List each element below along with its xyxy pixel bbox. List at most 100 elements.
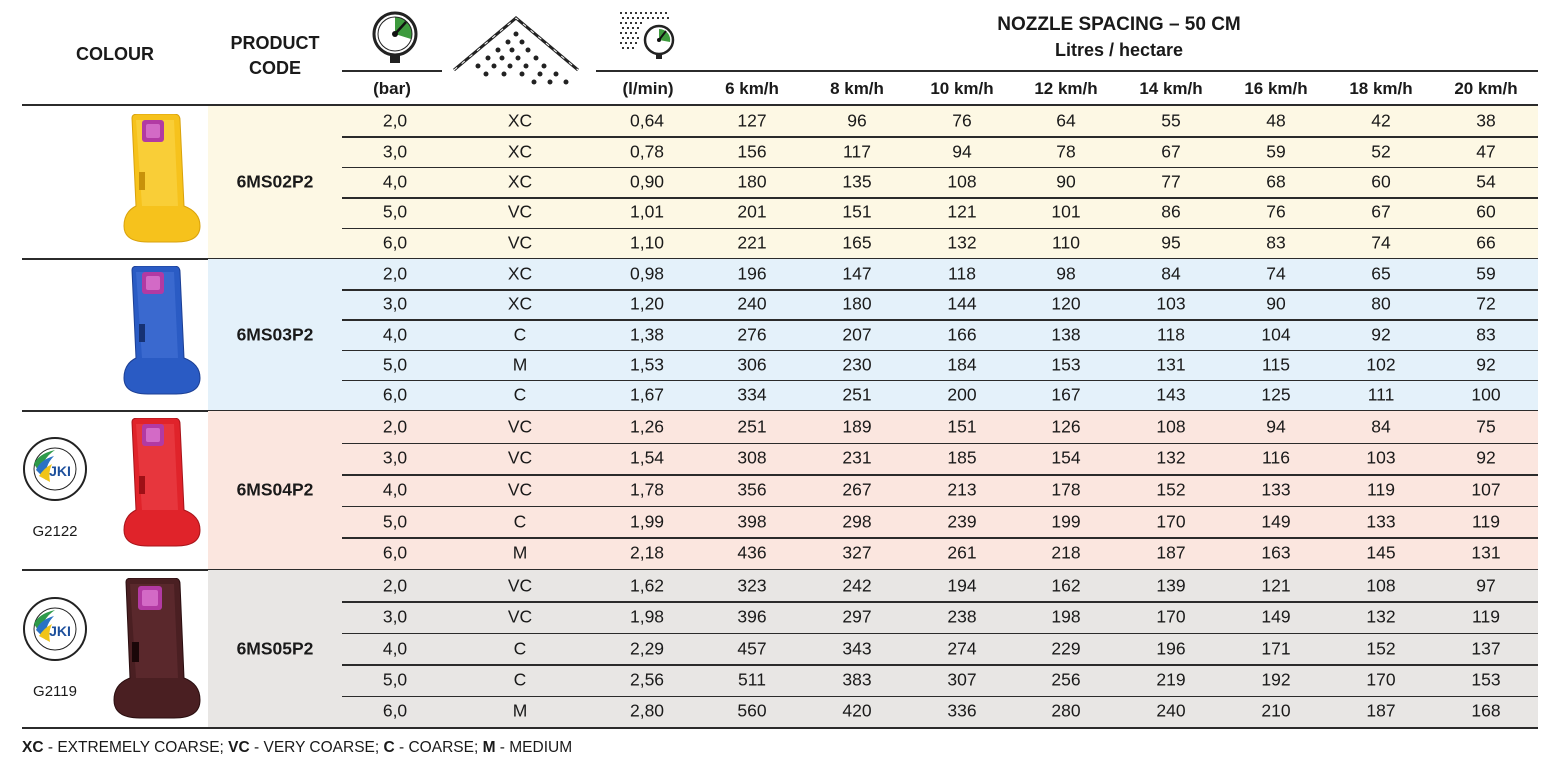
product-code: 6MS03P2 (236, 324, 314, 344)
group-divider (22, 410, 1538, 412)
flow-rate-cell: 1,99 (629, 511, 665, 532)
pressure-cell: 5,0 (382, 201, 408, 222)
flow-rate-cell: 1,26 (629, 416, 665, 437)
application-rate-cell: 76 (952, 110, 972, 131)
row-divider (342, 474, 1538, 476)
row-divider (342, 695, 1538, 698)
application-rate-cell: 75 (1476, 416, 1496, 437)
application-rate-cell: 60 (1476, 201, 1496, 222)
flow-rate-cell: 1,10 (629, 232, 665, 253)
nozzle-blue-image (123, 266, 201, 395)
application-rate-cell: 111 (1367, 384, 1395, 405)
application-rate-cell: 168 (1471, 700, 1501, 721)
application-rate-cell: 198 (1051, 606, 1081, 627)
application-rate-cell: 98 (1056, 263, 1076, 284)
application-rate-cell: 162 (1051, 575, 1081, 596)
droplet-size-cell: VC (507, 201, 533, 222)
application-rate-cell: 52 (1371, 141, 1391, 162)
application-rate-cell: 152 (1156, 479, 1186, 500)
application-rate-cell: 74 (1266, 263, 1286, 284)
nozzle-yellow-image (123, 114, 201, 243)
application-rate-cell: 207 (842, 324, 872, 344)
application-rate-cell: 274 (947, 638, 977, 658)
application-rate-cell: 256 (1051, 669, 1081, 690)
pressure-cell: 4,0 (382, 638, 408, 658)
flow-rate-cell: 1,78 (629, 479, 665, 500)
row-divider (342, 289, 1538, 291)
application-rate-cell: 383 (842, 669, 872, 690)
droplet-size-cell: XC (507, 141, 533, 162)
legend-abbr-xc: XC (22, 739, 44, 756)
droplet-size-cell: M (512, 542, 528, 563)
application-rate-cell: 251 (737, 416, 767, 437)
pressure-cell: 6,0 (382, 700, 408, 721)
product-code: 6MS04P2 (236, 479, 314, 500)
droplet-size-cell: C (513, 669, 527, 690)
application-rate-cell: 100 (1471, 384, 1501, 405)
application-rate-cell: 108 (947, 171, 977, 192)
flow-rate-cell: 1,38 (629, 324, 665, 344)
legend-abbr-c: C (383, 739, 395, 756)
flow-rate-cell: 2,80 (629, 700, 665, 721)
flow-rate-cell: 1,67 (629, 384, 665, 405)
application-rate-cell: 398 (737, 511, 767, 532)
application-rate-cell: 242 (842, 575, 872, 596)
application-rate-cell: 230 (842, 354, 872, 375)
application-rate-cell: 102 (1366, 354, 1396, 375)
application-rate-cell: 92 (1476, 354, 1496, 375)
application-rate-cell: 54 (1476, 171, 1496, 192)
application-rate-cell: 151 (842, 201, 872, 222)
application-rate-cell: 67 (1161, 141, 1181, 162)
application-rate-cell: 55 (1161, 110, 1181, 131)
pressure-cell: 3,0 (382, 141, 408, 162)
application-rate-cell: 42 (1371, 110, 1391, 131)
application-rate-cell: 121 (1261, 575, 1291, 596)
pressure-cell: 4,0 (382, 324, 408, 344)
legend-text-m: - MEDIUM (495, 739, 573, 756)
application-rate-cell: 165 (842, 232, 872, 253)
application-rate-cell: 163 (1261, 542, 1291, 563)
application-rate-cell: 170 (1156, 606, 1186, 627)
application-rate-cell: 59 (1266, 141, 1286, 162)
droplet-size-cell: C (513, 384, 527, 405)
application-rate-cell: 110 (1052, 232, 1080, 253)
pressure-cell: 5,0 (382, 354, 408, 375)
legend-text-vc: - VERY COARSE; (249, 739, 384, 756)
header-product-code-line2: CODE (248, 58, 301, 78)
application-rate-cell: 201 (737, 201, 767, 222)
application-rate-cell: 267 (842, 479, 872, 500)
product-code: 6MS05P2 (236, 638, 314, 658)
application-rate-cell: 167 (1051, 384, 1081, 405)
application-rate-cell: 119 (1472, 606, 1500, 627)
application-rate-cell: 67 (1371, 201, 1391, 222)
pressure-cell: 3,0 (382, 293, 408, 314)
pressure-cell: 4,0 (382, 171, 408, 192)
pressure-cell: 2,0 (382, 416, 408, 437)
application-rate-cell: 133 (1366, 511, 1396, 532)
droplet-size-cell: VC (507, 447, 533, 468)
pressure-cell: 2,0 (382, 575, 408, 596)
pressure-cell: 3,0 (382, 447, 408, 468)
application-rate-cell: 396 (737, 606, 767, 627)
application-rate-cell: 83 (1476, 324, 1496, 344)
application-rate-cell: 196 (737, 263, 767, 284)
unit-lmin: (l/min) (622, 79, 674, 98)
application-rate-cell: 104 (1261, 324, 1291, 344)
application-rate-cell: 126 (1051, 416, 1081, 437)
application-rate-cell: 199 (1051, 511, 1081, 532)
application-rate-cell: 238 (947, 606, 977, 627)
application-rate-cell: 139 (1156, 575, 1186, 596)
flow-rate-cell: 0,64 (629, 110, 665, 131)
application-rate-cell: 251 (842, 384, 872, 405)
application-rate-cell: 119 (1472, 511, 1500, 532)
flow-rate-cell: 1,98 (629, 606, 665, 627)
application-rate-cell: 308 (737, 447, 767, 468)
pressure-gauge-icon (371, 10, 419, 69)
application-rate-cell: 97 (1476, 575, 1496, 596)
svg-text:JKI: JKI (49, 623, 71, 639)
droplet-size-cell: M (512, 354, 528, 375)
application-rate-cell: 180 (737, 171, 767, 192)
application-rate-cell: 306 (737, 354, 767, 375)
flow-rate-cell: 0,90 (629, 171, 665, 192)
flow-rate-cell: 1,20 (629, 293, 665, 314)
